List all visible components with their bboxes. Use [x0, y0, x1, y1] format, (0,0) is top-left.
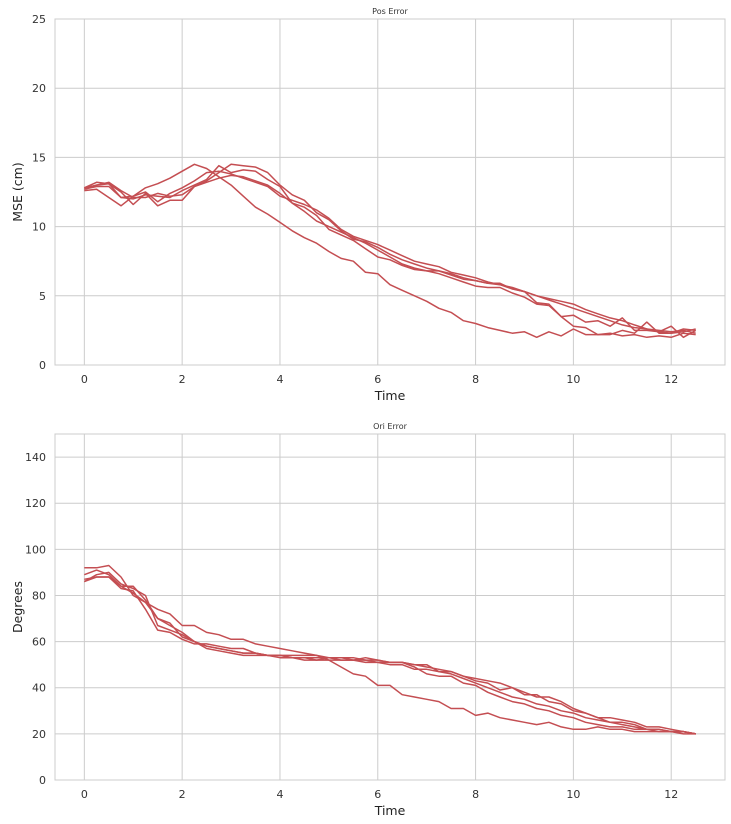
pos-x-tick-label: 6: [374, 373, 381, 386]
ori-series-line-1: [84, 564, 696, 735]
pos-series-line-5: [84, 164, 696, 336]
pos-y-tick-label: 5: [39, 290, 46, 303]
ori-y-tick-label: 100: [25, 543, 46, 556]
pos-x-tick-label: 0: [81, 373, 88, 386]
ori-y-tick-label: 140: [25, 451, 46, 464]
pos-y-axis-label: MSE (cm): [10, 162, 25, 221]
pos-series-line-4: [84, 174, 697, 339]
ori-x-tick-label: 6: [374, 788, 381, 801]
ori-y-tick-label: 0: [39, 774, 46, 787]
pos-y-tick-label: 20: [32, 82, 46, 95]
ori-y-tick-label: 20: [32, 728, 46, 741]
ori-plot-frame: [54, 433, 726, 781]
ori-y-tick-label: 80: [32, 589, 46, 602]
ori-series-line-4: [84, 569, 696, 735]
pos-series-line-2: [83, 170, 696, 334]
pos-x-tick-label: 12: [664, 373, 678, 386]
pos-series-line-1: [84, 163, 696, 339]
pos-y-tick-label: 0: [39, 359, 46, 372]
ori-y-tick-label: 120: [25, 497, 46, 510]
ori-series-line-5: [84, 576, 696, 735]
ori-x-tick-label: 4: [276, 788, 283, 801]
pos-x-tick-label: 10: [566, 373, 580, 386]
pos-plot-frame: [54, 18, 726, 366]
ori-series-line-3: [83, 571, 696, 735]
pos-x-tick-label: 2: [179, 373, 186, 386]
ori-x-tick-label: 12: [664, 788, 678, 801]
ori-y-tick-label: 40: [32, 682, 46, 695]
ori-series-line-2: [84, 576, 696, 735]
ori-y-tick-label: 60: [32, 636, 46, 649]
ori-y-axis-label: Degrees: [10, 581, 25, 633]
ori-chart-title: Ori Error: [373, 422, 408, 431]
pos-x-axis-label: Time: [374, 388, 406, 403]
pos-chart-title: Pos Error: [372, 7, 408, 16]
pos-x-tick-label: 8: [472, 373, 479, 386]
pos-series-line-3: [84, 163, 696, 334]
ori-x-tick-label: 0: [81, 788, 88, 801]
ori-x-axis-label: Time: [374, 803, 406, 818]
pos-x-tick-label: 4: [276, 373, 283, 386]
ori-x-tick-label: 10: [566, 788, 580, 801]
ori-x-tick-label: 2: [179, 788, 186, 801]
pos-y-tick-label: 10: [32, 221, 46, 234]
pos-y-tick-label: 25: [32, 13, 46, 26]
ori-x-tick-label: 8: [472, 788, 479, 801]
pos-error-chart: 0 2 4 6 8 10 12 0 5 10 15 20 25 Pos Error Time MSE (cm): [10, 7, 726, 403]
pos-y-tick-label: 15: [32, 151, 46, 164]
